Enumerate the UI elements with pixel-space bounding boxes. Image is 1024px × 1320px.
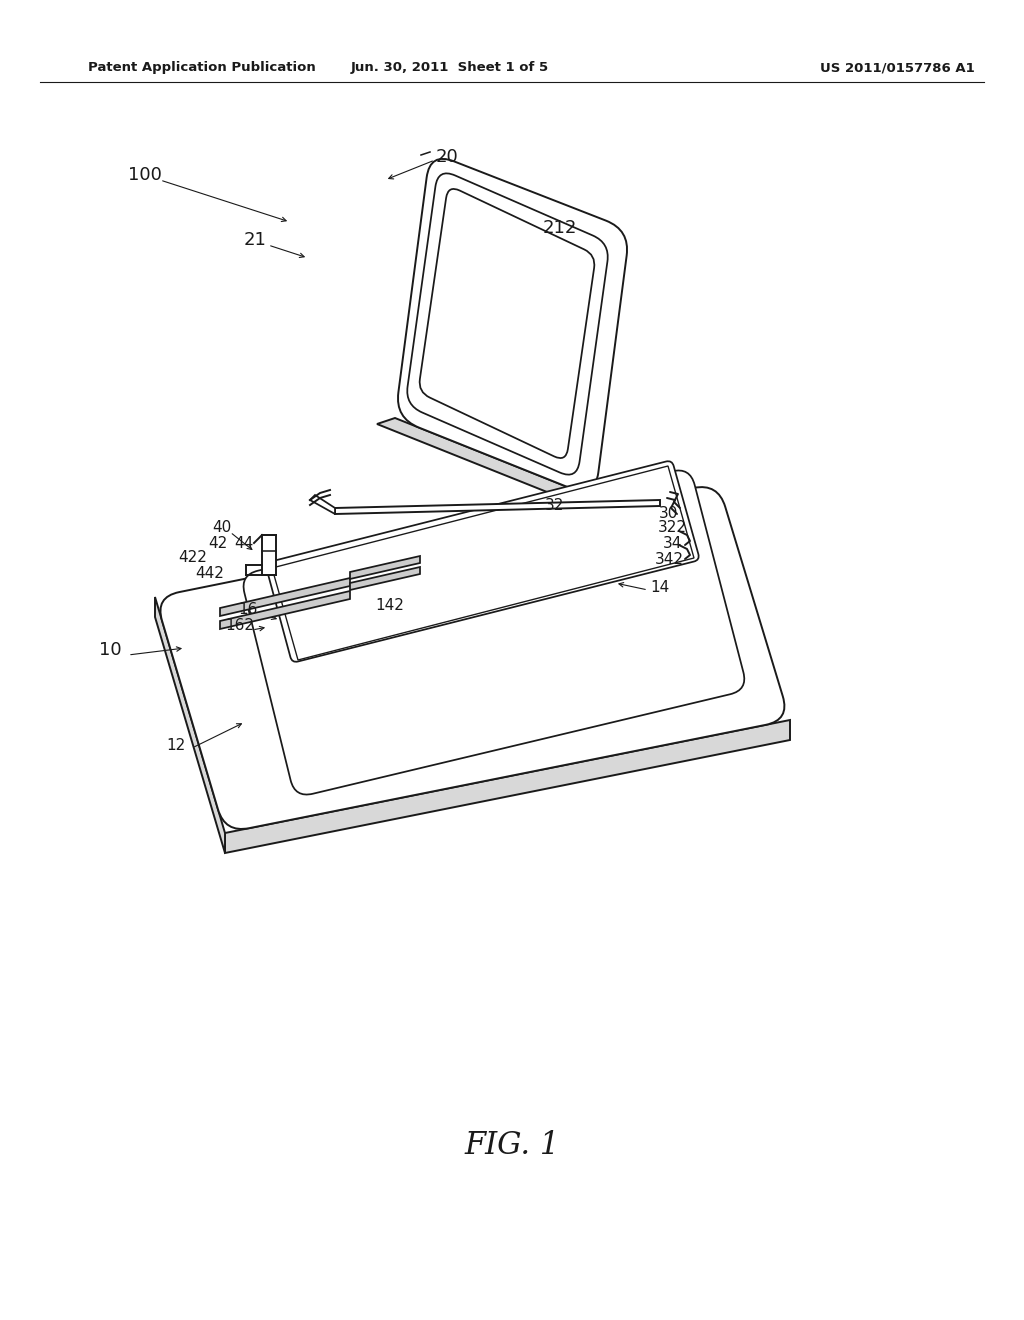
PathPatch shape bbox=[408, 173, 608, 475]
PathPatch shape bbox=[420, 189, 594, 458]
Text: 34: 34 bbox=[663, 536, 682, 550]
Polygon shape bbox=[155, 597, 225, 853]
Text: 142: 142 bbox=[376, 598, 404, 612]
Text: Patent Application Publication: Patent Application Publication bbox=[88, 62, 315, 74]
Text: 12: 12 bbox=[166, 738, 185, 752]
Text: 212: 212 bbox=[543, 219, 578, 238]
Text: 322: 322 bbox=[657, 520, 686, 535]
Polygon shape bbox=[220, 578, 350, 616]
Polygon shape bbox=[225, 719, 790, 853]
Text: 442: 442 bbox=[196, 566, 224, 582]
Text: 42: 42 bbox=[208, 536, 227, 550]
Polygon shape bbox=[220, 591, 350, 630]
Polygon shape bbox=[335, 500, 660, 513]
Text: 40: 40 bbox=[212, 520, 231, 535]
Text: 21: 21 bbox=[244, 231, 266, 249]
Polygon shape bbox=[272, 466, 694, 660]
Text: 14: 14 bbox=[650, 579, 670, 594]
Text: US 2011/0157786 A1: US 2011/0157786 A1 bbox=[820, 62, 975, 74]
Text: 44: 44 bbox=[234, 536, 254, 550]
Text: 100: 100 bbox=[128, 166, 162, 183]
Polygon shape bbox=[350, 556, 420, 579]
Text: 342: 342 bbox=[654, 552, 683, 566]
Polygon shape bbox=[262, 535, 276, 576]
PathPatch shape bbox=[266, 461, 698, 661]
Polygon shape bbox=[310, 495, 335, 513]
Text: 16: 16 bbox=[239, 602, 258, 618]
Text: FIG. 1: FIG. 1 bbox=[464, 1130, 560, 1160]
PathPatch shape bbox=[161, 487, 784, 829]
Text: 20: 20 bbox=[435, 148, 459, 166]
Text: 162: 162 bbox=[225, 619, 255, 634]
Polygon shape bbox=[350, 568, 420, 590]
Text: 10: 10 bbox=[98, 642, 121, 659]
Polygon shape bbox=[377, 418, 595, 504]
Text: 30: 30 bbox=[658, 506, 678, 520]
Text: 422: 422 bbox=[178, 550, 208, 565]
PathPatch shape bbox=[244, 470, 744, 795]
Text: Jun. 30, 2011  Sheet 1 of 5: Jun. 30, 2011 Sheet 1 of 5 bbox=[351, 62, 549, 74]
PathPatch shape bbox=[398, 158, 627, 491]
Text: 32: 32 bbox=[546, 498, 564, 512]
